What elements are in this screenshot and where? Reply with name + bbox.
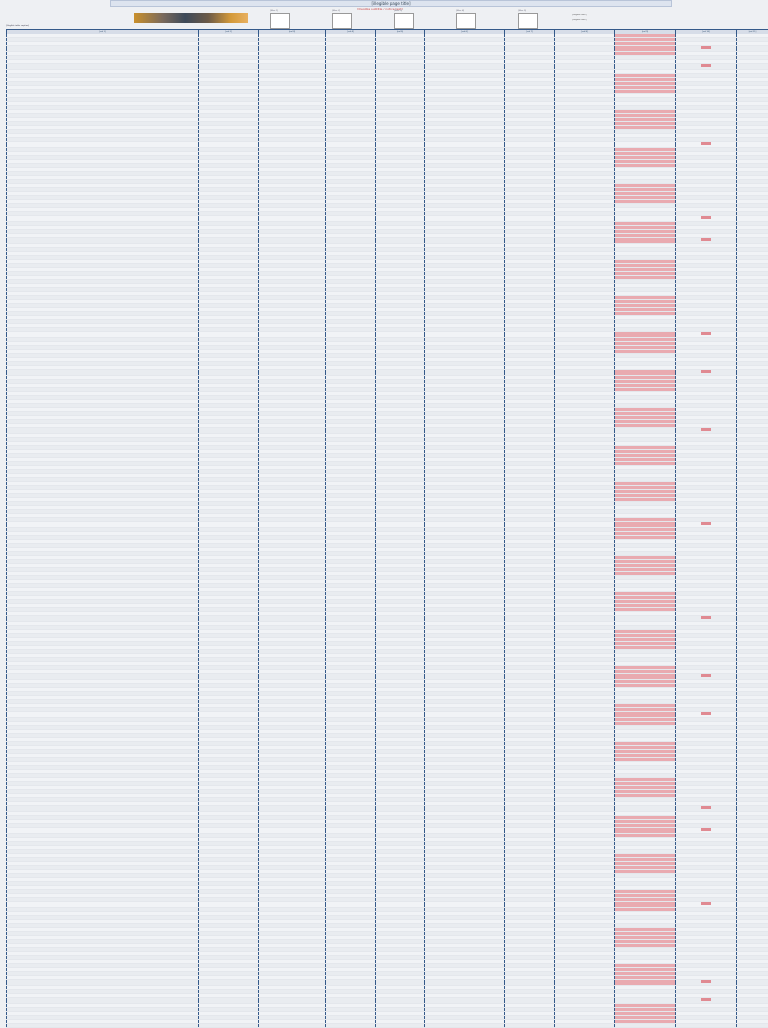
table-cell: [737, 1024, 768, 1028]
filter-select-box[interactable]: [270, 13, 290, 29]
status-marker: [701, 370, 711, 373]
status-marker: [701, 674, 711, 677]
filter-2: [filter 2]: [332, 10, 384, 29]
table-caption: [illegible table caption]: [6, 25, 29, 27]
status-marker: [701, 64, 711, 67]
status-marker: [701, 902, 711, 905]
table-cell: [615, 1024, 676, 1028]
filter-4: [filter 4]: [456, 10, 508, 29]
table-cell: [259, 1024, 326, 1028]
status-marker: [701, 712, 711, 715]
status-marker: [701, 428, 711, 431]
banner-image: [134, 13, 248, 23]
filter-1: [filter 1]: [270, 10, 322, 29]
table-cell: [555, 1024, 615, 1028]
filter-5: [filter 5]: [518, 10, 570, 29]
filter-select-box[interactable]: [332, 13, 352, 29]
status-marker: [701, 616, 711, 619]
table-cell: [199, 1024, 259, 1028]
status-marker: [701, 828, 711, 831]
filter-3: [filter 3]: [394, 10, 446, 29]
status-marker: [701, 980, 711, 983]
filter-select-box[interactable]: [394, 13, 414, 29]
page-title: [illegible page title]: [111, 1, 671, 6]
table-row: [7, 1024, 768, 1028]
note-link[interactable]: [illegible note]: [572, 19, 642, 22]
status-marker: [701, 238, 711, 241]
status-marker: [701, 332, 711, 335]
filter-bar: [filter 1] [filter 2] [filter 3] [filter…: [270, 10, 580, 29]
status-marker: [701, 998, 711, 1001]
status-marker: [701, 806, 711, 809]
status-marker: [701, 46, 711, 49]
filter-select-box[interactable]: [456, 13, 476, 29]
table-cell: [326, 1024, 376, 1028]
filter-select-box[interactable]: [518, 13, 538, 29]
notes: [illegible note] [illegible note]: [572, 14, 642, 24]
page-title-bar: [illegible page title]: [110, 0, 672, 7]
table-cell: [7, 1024, 199, 1028]
table-cell: [376, 1024, 425, 1028]
status-marker: [701, 142, 711, 145]
data-table: [col 1][col 2][col 3][col 4][col 5][col …: [6, 29, 768, 1028]
status-marker: [701, 216, 711, 219]
table-body: [7, 34, 768, 1028]
note: [illegible note]: [572, 14, 642, 17]
table-cell: [676, 1024, 737, 1028]
table-cell: [505, 1024, 555, 1028]
status-marker: [701, 522, 711, 525]
table-cell: [425, 1024, 505, 1028]
